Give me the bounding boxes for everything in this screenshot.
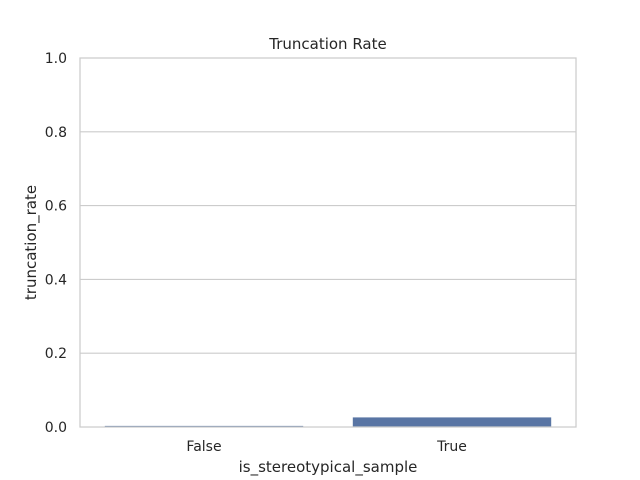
chart-title: Truncation Rate [268,35,386,53]
bar-true [352,417,552,427]
y-tick-label: 0.8 [45,125,67,141]
x-tick-labels: False True [186,439,466,455]
bars [104,417,552,427]
y-tick-label: 0.2 [45,346,67,362]
x-axis-label: is_stereotypical_sample [239,458,418,477]
y-tick-label: 1.0 [45,51,67,67]
y-tick-label: 0.4 [45,272,67,288]
y-tick-label: 0.6 [45,199,67,215]
y-tick-labels: 0.0 0.2 0.4 0.6 0.8 1.0 [45,51,67,436]
y-tick-label: 0.0 [45,420,67,436]
x-tick-label: False [186,439,221,455]
x-tick-label: True [436,439,467,455]
gridlines [80,57,576,428]
y-axis-label: truncation_rate [22,185,41,300]
plot-frame [79,57,577,428]
